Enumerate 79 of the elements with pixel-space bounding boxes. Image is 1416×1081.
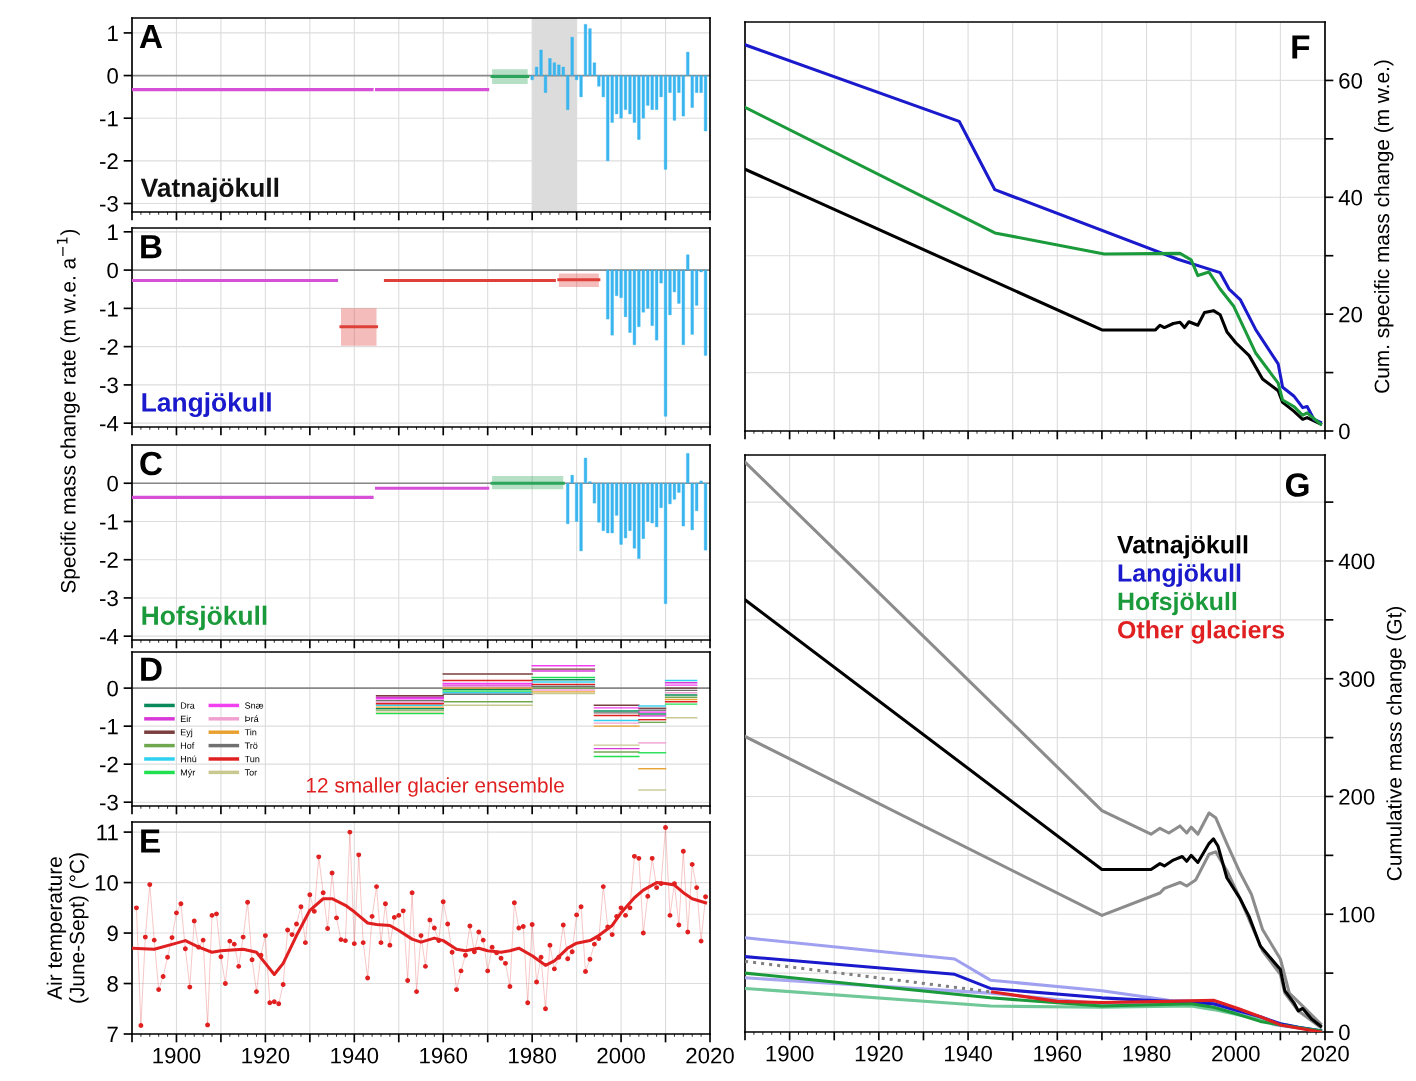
y-tick-label: 1 — [108, 224, 118, 240]
y2-tick-label: 20 — [1339, 306, 1363, 323]
x-tick-label: 1980 — [509, 1047, 556, 1064]
x-tick-label: 2020 — [686, 1047, 734, 1064]
y-tick-label: 0 — [107, 680, 118, 697]
y-tick-label: -2 — [100, 552, 118, 568]
y-tick-label: 8 — [107, 976, 118, 992]
y-tick-label: 10 — [95, 875, 118, 891]
y-tick-label: -1 — [100, 301, 118, 317]
y-tick-label: -4 — [100, 628, 119, 645]
legend-label: Tin — [244, 728, 257, 736]
y-tick-label: -3 — [100, 590, 118, 607]
x-tick-label: 1960 — [420, 1047, 468, 1064]
y-tick-label: 9 — [107, 925, 118, 942]
x-tick-label: 1960 — [1034, 1045, 1082, 1062]
annotation: B — [141, 235, 162, 259]
text: Other glaciers — [1118, 620, 1285, 644]
x-tick-label: 1980 — [1123, 1045, 1171, 1062]
y-tick-label: -1 — [100, 514, 118, 530]
y-tick-label: 1 — [108, 25, 118, 41]
text: Vatnajökull — [1117, 535, 1248, 559]
y-tick-label: 11 — [97, 824, 118, 841]
y-tick-label: 7 — [107, 1026, 118, 1043]
legend-label: Dra — [180, 702, 195, 709]
annotation: Hofsjökull — [142, 605, 267, 631]
x-tick-label: 1900 — [153, 1047, 201, 1064]
x-tick-label: 2000 — [597, 1047, 645, 1064]
x-tick-label: 2000 — [1212, 1045, 1260, 1062]
annotation: C — [140, 451, 163, 476]
annotation: Langjökull — [142, 392, 271, 418]
y-tick-label: -4 — [100, 415, 119, 432]
y2-tick-label: 100 — [1339, 906, 1375, 923]
y2-tick-label: 40 — [1338, 189, 1363, 206]
y2-tick-label: 0 — [1339, 1024, 1350, 1041]
annotation: D — [141, 657, 162, 681]
legend-label: Tor — [244, 769, 258, 776]
x-tick-label: 1920 — [855, 1045, 903, 1062]
y2-axis-title: Cumulative mass change (Gt) — [1386, 607, 1406, 881]
y2-tick-label: 200 — [1339, 789, 1375, 805]
y-tick-label: -1 — [100, 718, 118, 735]
y2-axis-title: Cum. specific mass change (m w.e.) — [1374, 60, 1394, 393]
x-tick-label: 1940 — [945, 1045, 992, 1062]
legend-label: Hnú — [180, 755, 197, 763]
y2-tick-label: 400 — [1338, 553, 1375, 570]
x-tick-label: 1900 — [766, 1045, 814, 1062]
y-tick-label: -2 — [100, 339, 118, 355]
annotation: Vatnajökull — [140, 177, 279, 203]
legend-label: Trö — [244, 742, 258, 749]
legend-label: Tun — [244, 755, 260, 763]
y-tick-label: 0 — [107, 475, 118, 492]
x-tick-label: 1920 — [242, 1047, 290, 1064]
y-tick-label: -3 — [100, 377, 118, 394]
x-tick-label: 2020 — [1301, 1045, 1349, 1062]
text: Hofsjökull — [1118, 591, 1237, 616]
x-tick-label: 1940 — [331, 1047, 379, 1064]
annotation: E — [141, 829, 160, 853]
legend-label: Mýr — [180, 768, 196, 778]
annotation: A — [139, 25, 163, 48]
annotation: F — [1292, 35, 1310, 59]
y-tick-label: -2 — [100, 756, 118, 773]
y2-tick-label: 60 — [1339, 72, 1363, 89]
y-tick-label: -2 — [100, 153, 118, 169]
legend-label: Eir — [180, 715, 192, 722]
y-tick-label: 0 — [107, 262, 118, 279]
y-tick-label: -1 — [100, 110, 118, 127]
y2-tick-label: 0 — [1339, 423, 1350, 440]
y-tick-label: 0 — [107, 68, 118, 84]
y-axis-title: Specific mass change rate (m w.e. a$^{−1}$) — [56, 229, 80, 593]
legend-label: Eyj — [180, 728, 193, 738]
text: Langjökull — [1118, 563, 1241, 587]
annotation: 12 smaller glacier ensemble — [306, 777, 564, 797]
legend-label: Þrá — [245, 715, 259, 723]
y2-tick-label: 300 — [1339, 671, 1375, 688]
y-tick-label: -3 — [100, 794, 118, 811]
y-axis-title: Air temperature (June-Sept) (°C) — [46, 853, 89, 1003]
legend-label: Hof — [180, 742, 195, 749]
y-tick-label: -3 — [100, 196, 118, 212]
annotation: G — [1285, 473, 1309, 497]
legend-label: Snæ — [245, 702, 264, 709]
